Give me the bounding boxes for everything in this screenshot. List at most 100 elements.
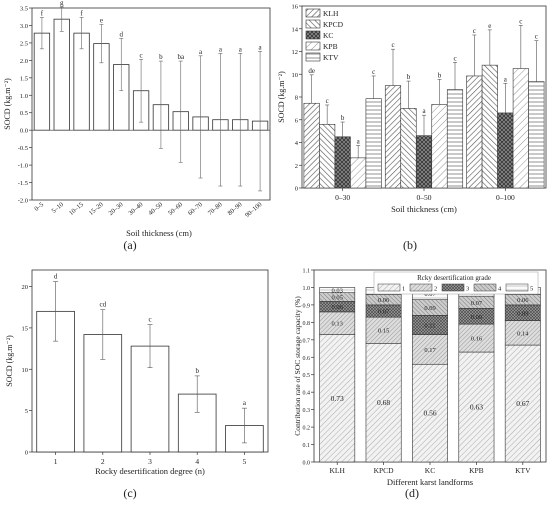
b-significance-letter: b — [341, 114, 345, 122]
b-legend-label: KTV — [323, 53, 339, 62]
a-y-tick-label: 1.0 — [20, 93, 28, 100]
b-significance-letter: e — [488, 22, 491, 30]
b-bar-kpcd — [319, 124, 336, 189]
b-significance-letter: de — [308, 67, 315, 75]
b-significance-letter: c — [453, 54, 456, 62]
a-x-tick-label: 50–60 — [167, 201, 184, 217]
b-significance-letter: a — [357, 137, 361, 145]
chart-panel-c: 0 5 10 15 20 d 1 cd 2 c 3 b 4 a 5 SOCD (kg.m⁻²) Rocky de… — [5, 269, 269, 476]
d-y-tick-label: 0.8 — [303, 321, 311, 327]
b-bar-kpcd — [400, 108, 417, 189]
a-x-tick-label: 70–80 — [207, 201, 224, 217]
panel-label-a: (a) — [123, 238, 136, 252]
d-x-axis-label: Different karst landforms — [387, 477, 473, 487]
b-x-tick-label: 0–30 — [335, 193, 350, 202]
d-y-tick-label: 0.6 — [303, 356, 311, 362]
a-x-tick-label: 40–50 — [147, 201, 164, 217]
a-y-tick-label: 0.5 — [20, 110, 28, 117]
d-segment-label: 0.06 — [517, 297, 529, 304]
b-bar-kc — [415, 135, 433, 189]
c-y-tick-label: 5 — [25, 408, 28, 415]
d-segment-label: 0.16 — [471, 336, 483, 343]
a-significance-letter: a — [199, 48, 203, 56]
d-stack-segment-grade-1 — [458, 351, 495, 463]
d-segment-label: 0.07 — [424, 291, 436, 298]
a-significance-letter: f — [41, 9, 44, 17]
c-y-axis-label: SOCD (kg.m⁻²) — [5, 335, 14, 387]
c-y-tick-label: 0 — [25, 450, 28, 457]
c-significance-letter: d — [54, 273, 58, 281]
d-segment-label: 0.05 — [332, 295, 343, 302]
panel-label-b: (b) — [403, 238, 417, 252]
d-stack-segment-grade-1 — [319, 334, 356, 463]
d-segment-label: 0.67 — [516, 399, 529, 408]
b-bar-kpb — [350, 157, 367, 189]
d-stack-segment-grade-2 — [412, 334, 448, 365]
b-legend-swatch — [305, 52, 321, 62]
d-stack-segment-grade-2 — [504, 320, 541, 346]
d-legend-label: 5 — [530, 286, 533, 293]
d-segment-label: 0.56 — [423, 409, 436, 418]
d-legend-swatch — [505, 283, 529, 292]
chart-panel-a: -2.0 -1.5 -1.0 -0.5 0.0 0.5 1.0 1.5 2.0 2.5 3.0 3.5… — [3, 0, 271, 238]
d-legend-label: 3 — [466, 286, 469, 293]
c-y-tick-label: 10 — [22, 367, 29, 374]
b-bar-kpb — [431, 104, 448, 189]
b-y-tick-label: 4 — [295, 140, 299, 147]
d-segment-label: 0.11 — [424, 322, 435, 329]
d-y-tick-label: 0.0 — [303, 461, 311, 467]
b-y-tick-label: 0 — [295, 186, 298, 193]
b-significance-letter: c — [391, 41, 394, 49]
d-segment-label: 0.73 — [331, 394, 344, 403]
b-bar-kc — [334, 136, 351, 189]
d-stack-segment-grade-1 — [365, 343, 402, 463]
d-y-tick-label: 0.7 — [303, 338, 311, 344]
c-y-tick-label: 20 — [22, 284, 29, 291]
b-legend-swatch — [305, 8, 321, 18]
d-x-tick-label: KPCD — [374, 466, 395, 475]
d-segment-label: 0.09 — [471, 314, 482, 321]
b-significance-letter: b — [438, 71, 442, 79]
b-bar-kpcd — [481, 64, 498, 189]
a-significance-letter: e — [100, 16, 103, 24]
d-x-tick-label: KTV — [515, 466, 531, 475]
c-x-tick-label: 5 — [243, 457, 247, 466]
a-x-tick-label: 10–15 — [68, 201, 85, 217]
a-significance-letter: d — [120, 30, 124, 38]
d-y-tick-label: 0.9 — [303, 303, 311, 309]
d-y-tick-label: 0.4 — [303, 391, 311, 397]
c-significance-letter: c — [148, 316, 151, 324]
c-x-axis-label: Rocky desertification degree (n) — [95, 466, 205, 476]
c-x-tick-label: 3 — [148, 457, 152, 466]
b-significance-letter: a — [504, 75, 508, 83]
d-segment-label: 0.17 — [424, 347, 436, 354]
d-stack-segment-grade-5 — [319, 287, 356, 293]
b-significance-letter: b — [407, 73, 411, 81]
b-significance-letter: c — [372, 68, 375, 76]
d-x-tick-label: KPB — [469, 466, 484, 475]
a-y-tick-label: 3.0 — [20, 23, 28, 30]
d-legend-label: 4 — [498, 286, 502, 293]
d-y-tick-label: 0.5 — [303, 373, 311, 379]
a-y-tick-label: 3.5 — [20, 6, 28, 13]
a-x-tick-label: 30–40 — [127, 201, 144, 217]
d-y-tick-label: 0.1 — [303, 443, 311, 449]
d-legend-swatch — [409, 283, 433, 292]
d-legend-swatch — [473, 283, 497, 292]
a-significance-letter: a — [239, 45, 243, 53]
d-segment-label: 0.09 — [424, 305, 435, 312]
a-x-tick-label: 15–20 — [88, 201, 105, 217]
d-stack-segment-grade-2 — [458, 323, 495, 353]
b-significance-letter: c — [519, 17, 522, 25]
b-legend-swatch — [305, 30, 321, 40]
d-y-tick-label: 1.1 — [303, 269, 311, 275]
d-stack-segment-grade-1 — [412, 363, 448, 463]
b-legend-swatch — [305, 19, 321, 29]
d-segment-label: 0.68 — [377, 398, 390, 407]
b-y-tick-label: 2 — [295, 163, 298, 170]
c-significance-letter: a — [243, 399, 247, 407]
a-significance-letter: a — [259, 43, 263, 51]
a-x-tick-label: 0–5 — [33, 201, 45, 213]
d-legend-title: Rcky desertification grade — [417, 274, 491, 282]
